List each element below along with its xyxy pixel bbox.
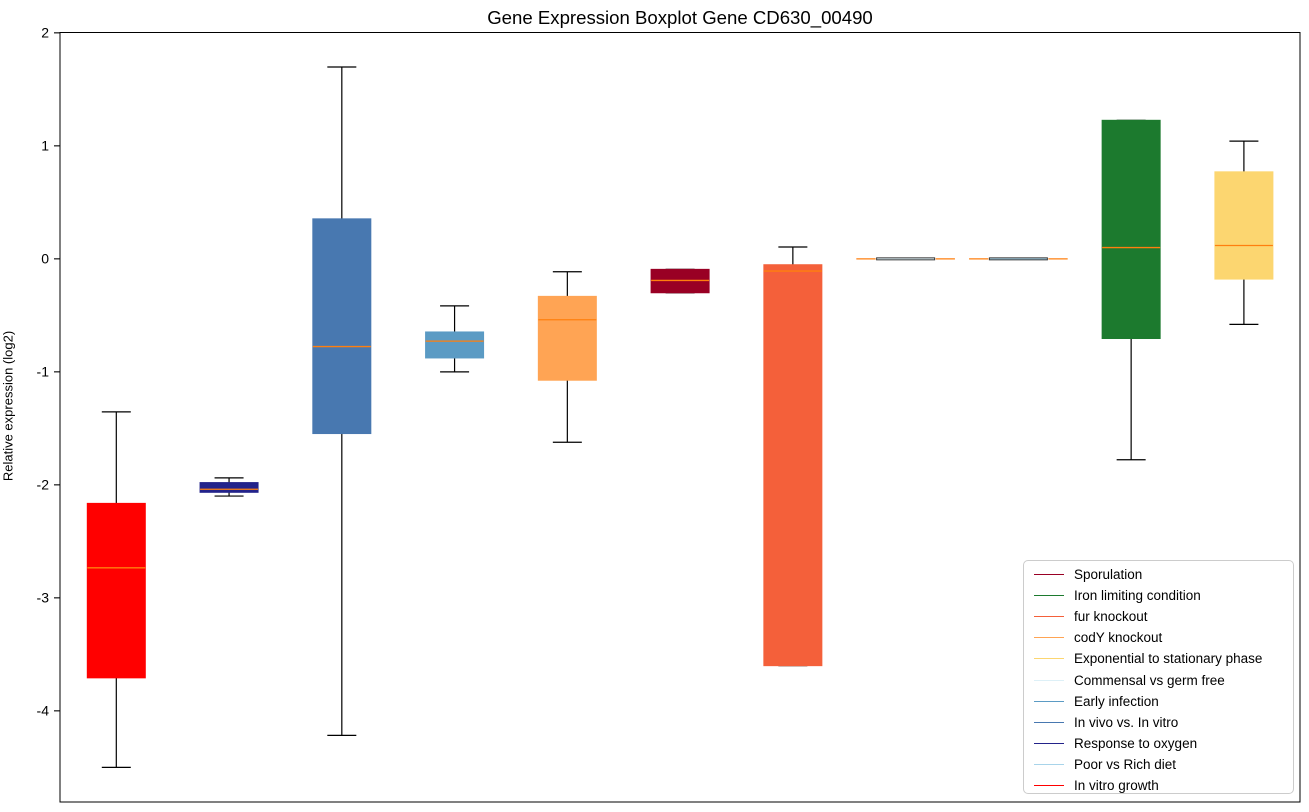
svg-text:-3: -3 — [37, 589, 50, 605]
svg-text:-4: -4 — [37, 702, 50, 718]
svg-text:1: 1 — [41, 137, 49, 153]
svg-text:-2: -2 — [37, 476, 50, 492]
svg-text:0: 0 — [41, 250, 49, 266]
svg-text:2: 2 — [41, 24, 49, 40]
svg-text:-1: -1 — [37, 363, 50, 379]
